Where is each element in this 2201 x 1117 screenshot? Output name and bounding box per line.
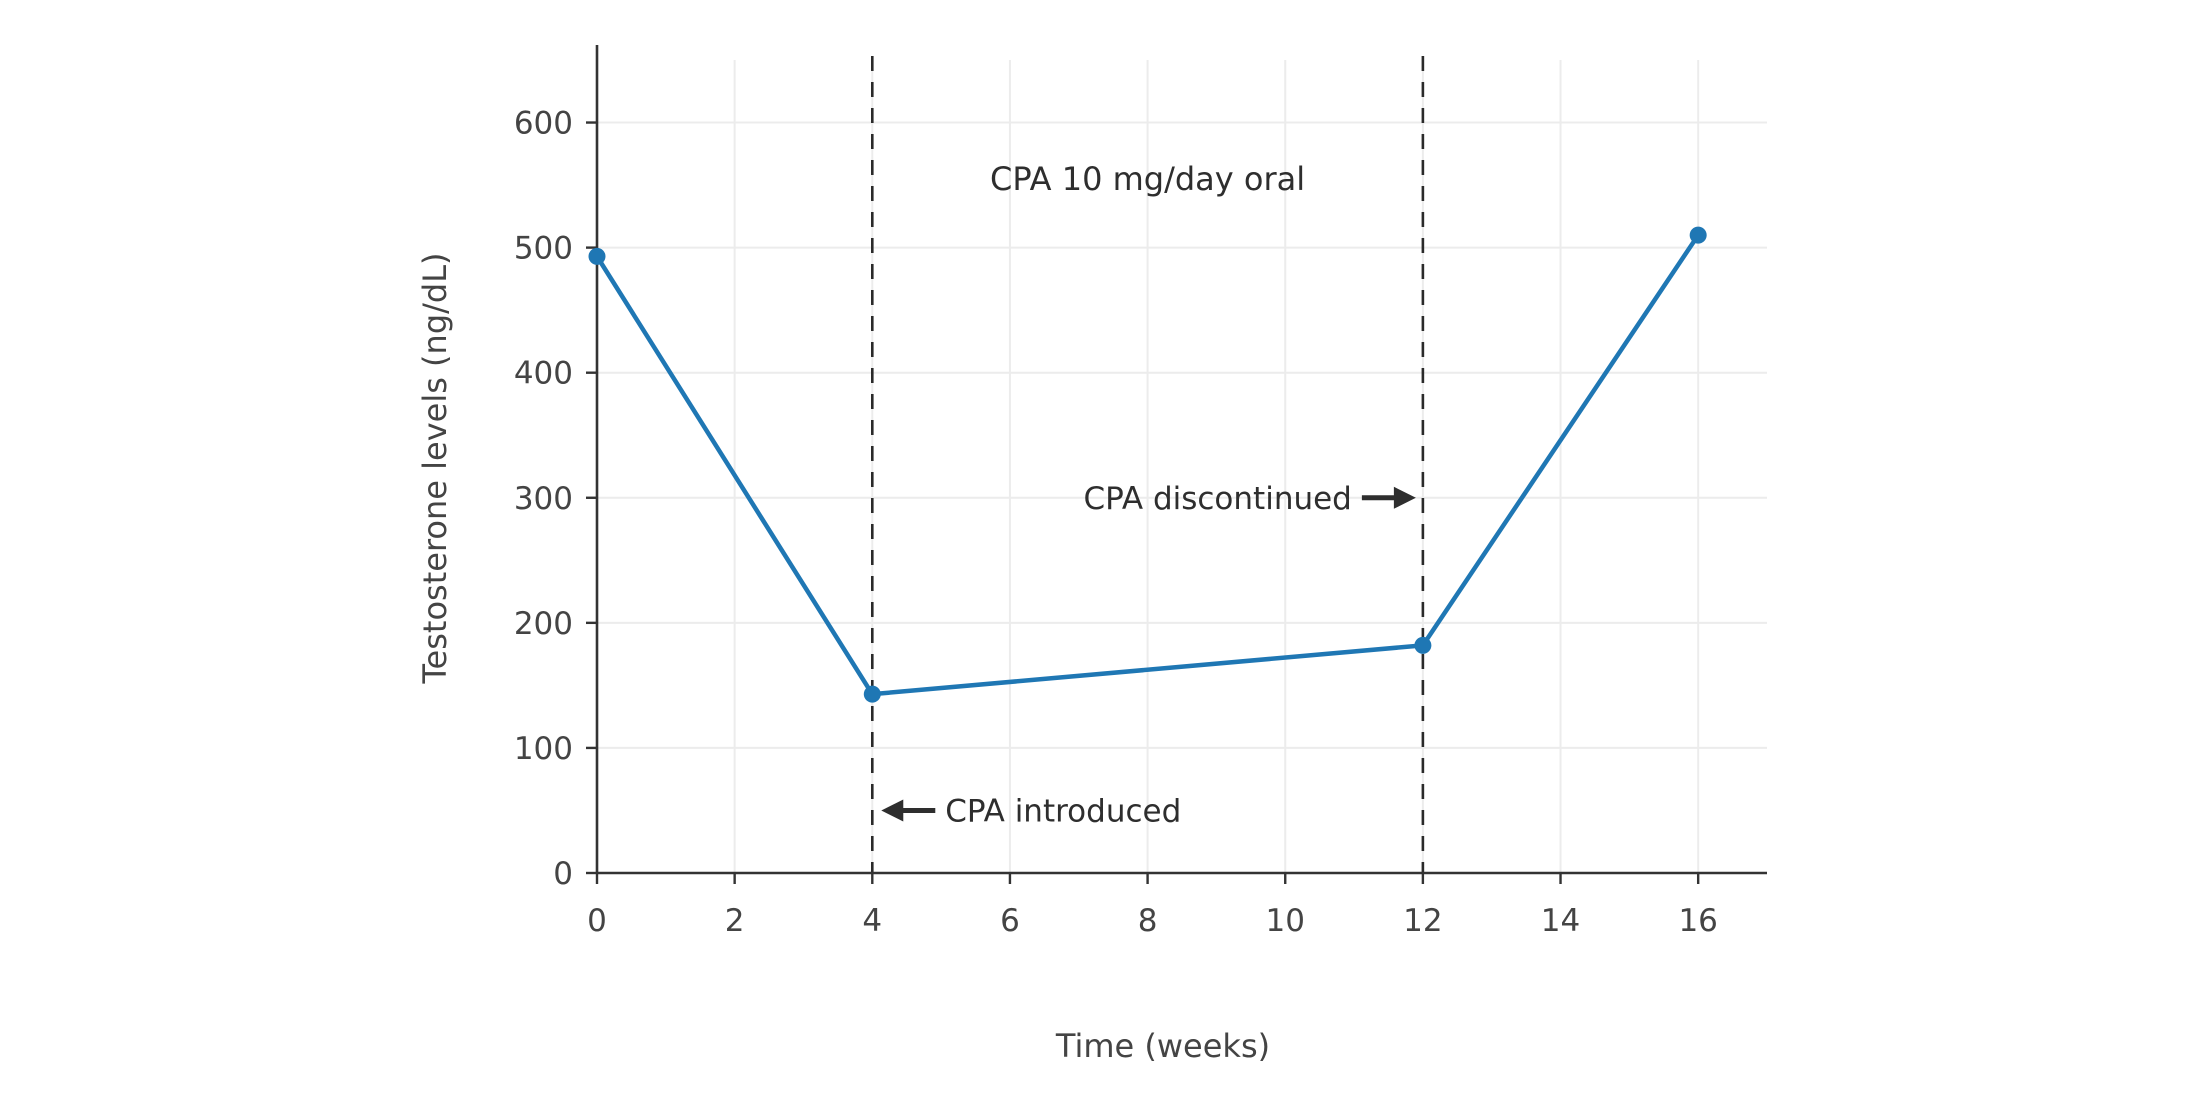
- x-tick-label: 12: [1403, 903, 1442, 939]
- y-tick-label: 200: [514, 606, 573, 642]
- y-tick-label: 600: [514, 106, 573, 142]
- annotation-label: CPA introduced: [945, 793, 1181, 829]
- data-point-marker: [1689, 226, 1707, 244]
- x-axis-title: Time (weeks): [1055, 1027, 1271, 1065]
- annotation-label: CPA discontinued: [1084, 481, 1352, 517]
- y-axis-title: Testosterone levels (ng/dL): [416, 252, 454, 684]
- y-tick-label: 300: [514, 481, 573, 517]
- y-tick-label: 500: [514, 231, 573, 267]
- right-arrow-icon: [1393, 486, 1416, 509]
- data-point-marker: [588, 247, 606, 265]
- data-line: [594, 232, 1701, 697]
- x-tick-label: 4: [862, 903, 882, 939]
- x-tick-label: 6: [1000, 903, 1020, 939]
- y-tick-label: 400: [514, 356, 573, 392]
- data-point-marker: [863, 685, 881, 703]
- x-tick-label: 8: [1138, 903, 1158, 939]
- y-tick-label: 100: [514, 731, 573, 767]
- x-tick-label: 16: [1678, 903, 1717, 939]
- x-tick-label: 14: [1541, 903, 1580, 939]
- annotation-label: CPA 10 mg/day oral: [990, 160, 1305, 198]
- x-tick-label: 2: [725, 903, 745, 939]
- x-tick-label: 10: [1266, 903, 1305, 939]
- data-point-marker: [1414, 636, 1432, 654]
- y-tick-label: 0: [553, 856, 573, 892]
- x-tick-label: 0: [587, 903, 607, 939]
- left-arrow-icon: [881, 799, 904, 822]
